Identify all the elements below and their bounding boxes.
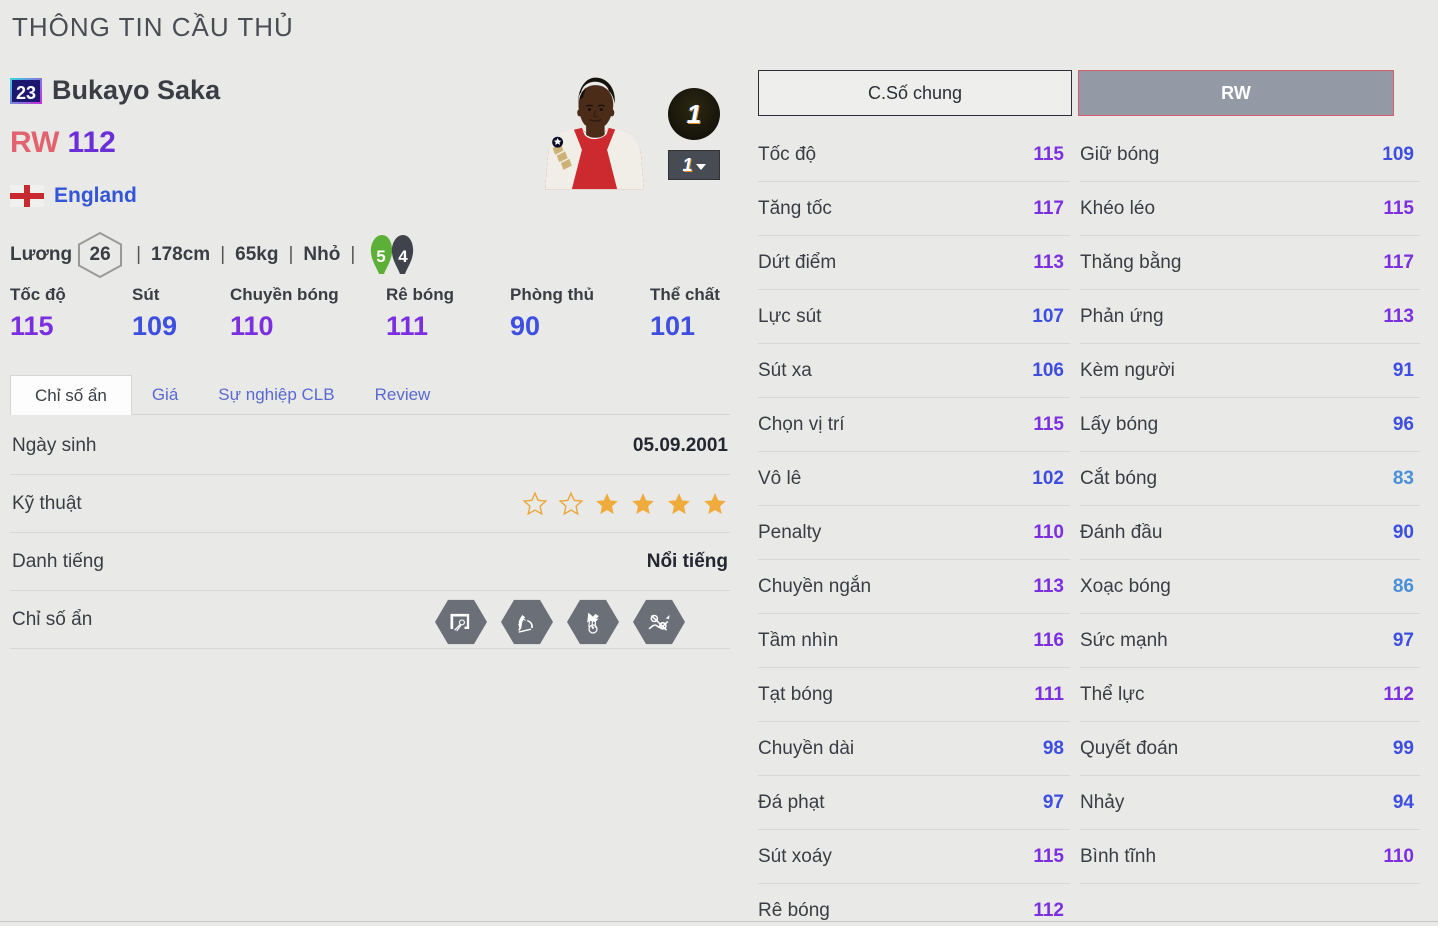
svg-text:5: 5 <box>377 247 386 266</box>
svg-text:4: 4 <box>399 247 409 266</box>
